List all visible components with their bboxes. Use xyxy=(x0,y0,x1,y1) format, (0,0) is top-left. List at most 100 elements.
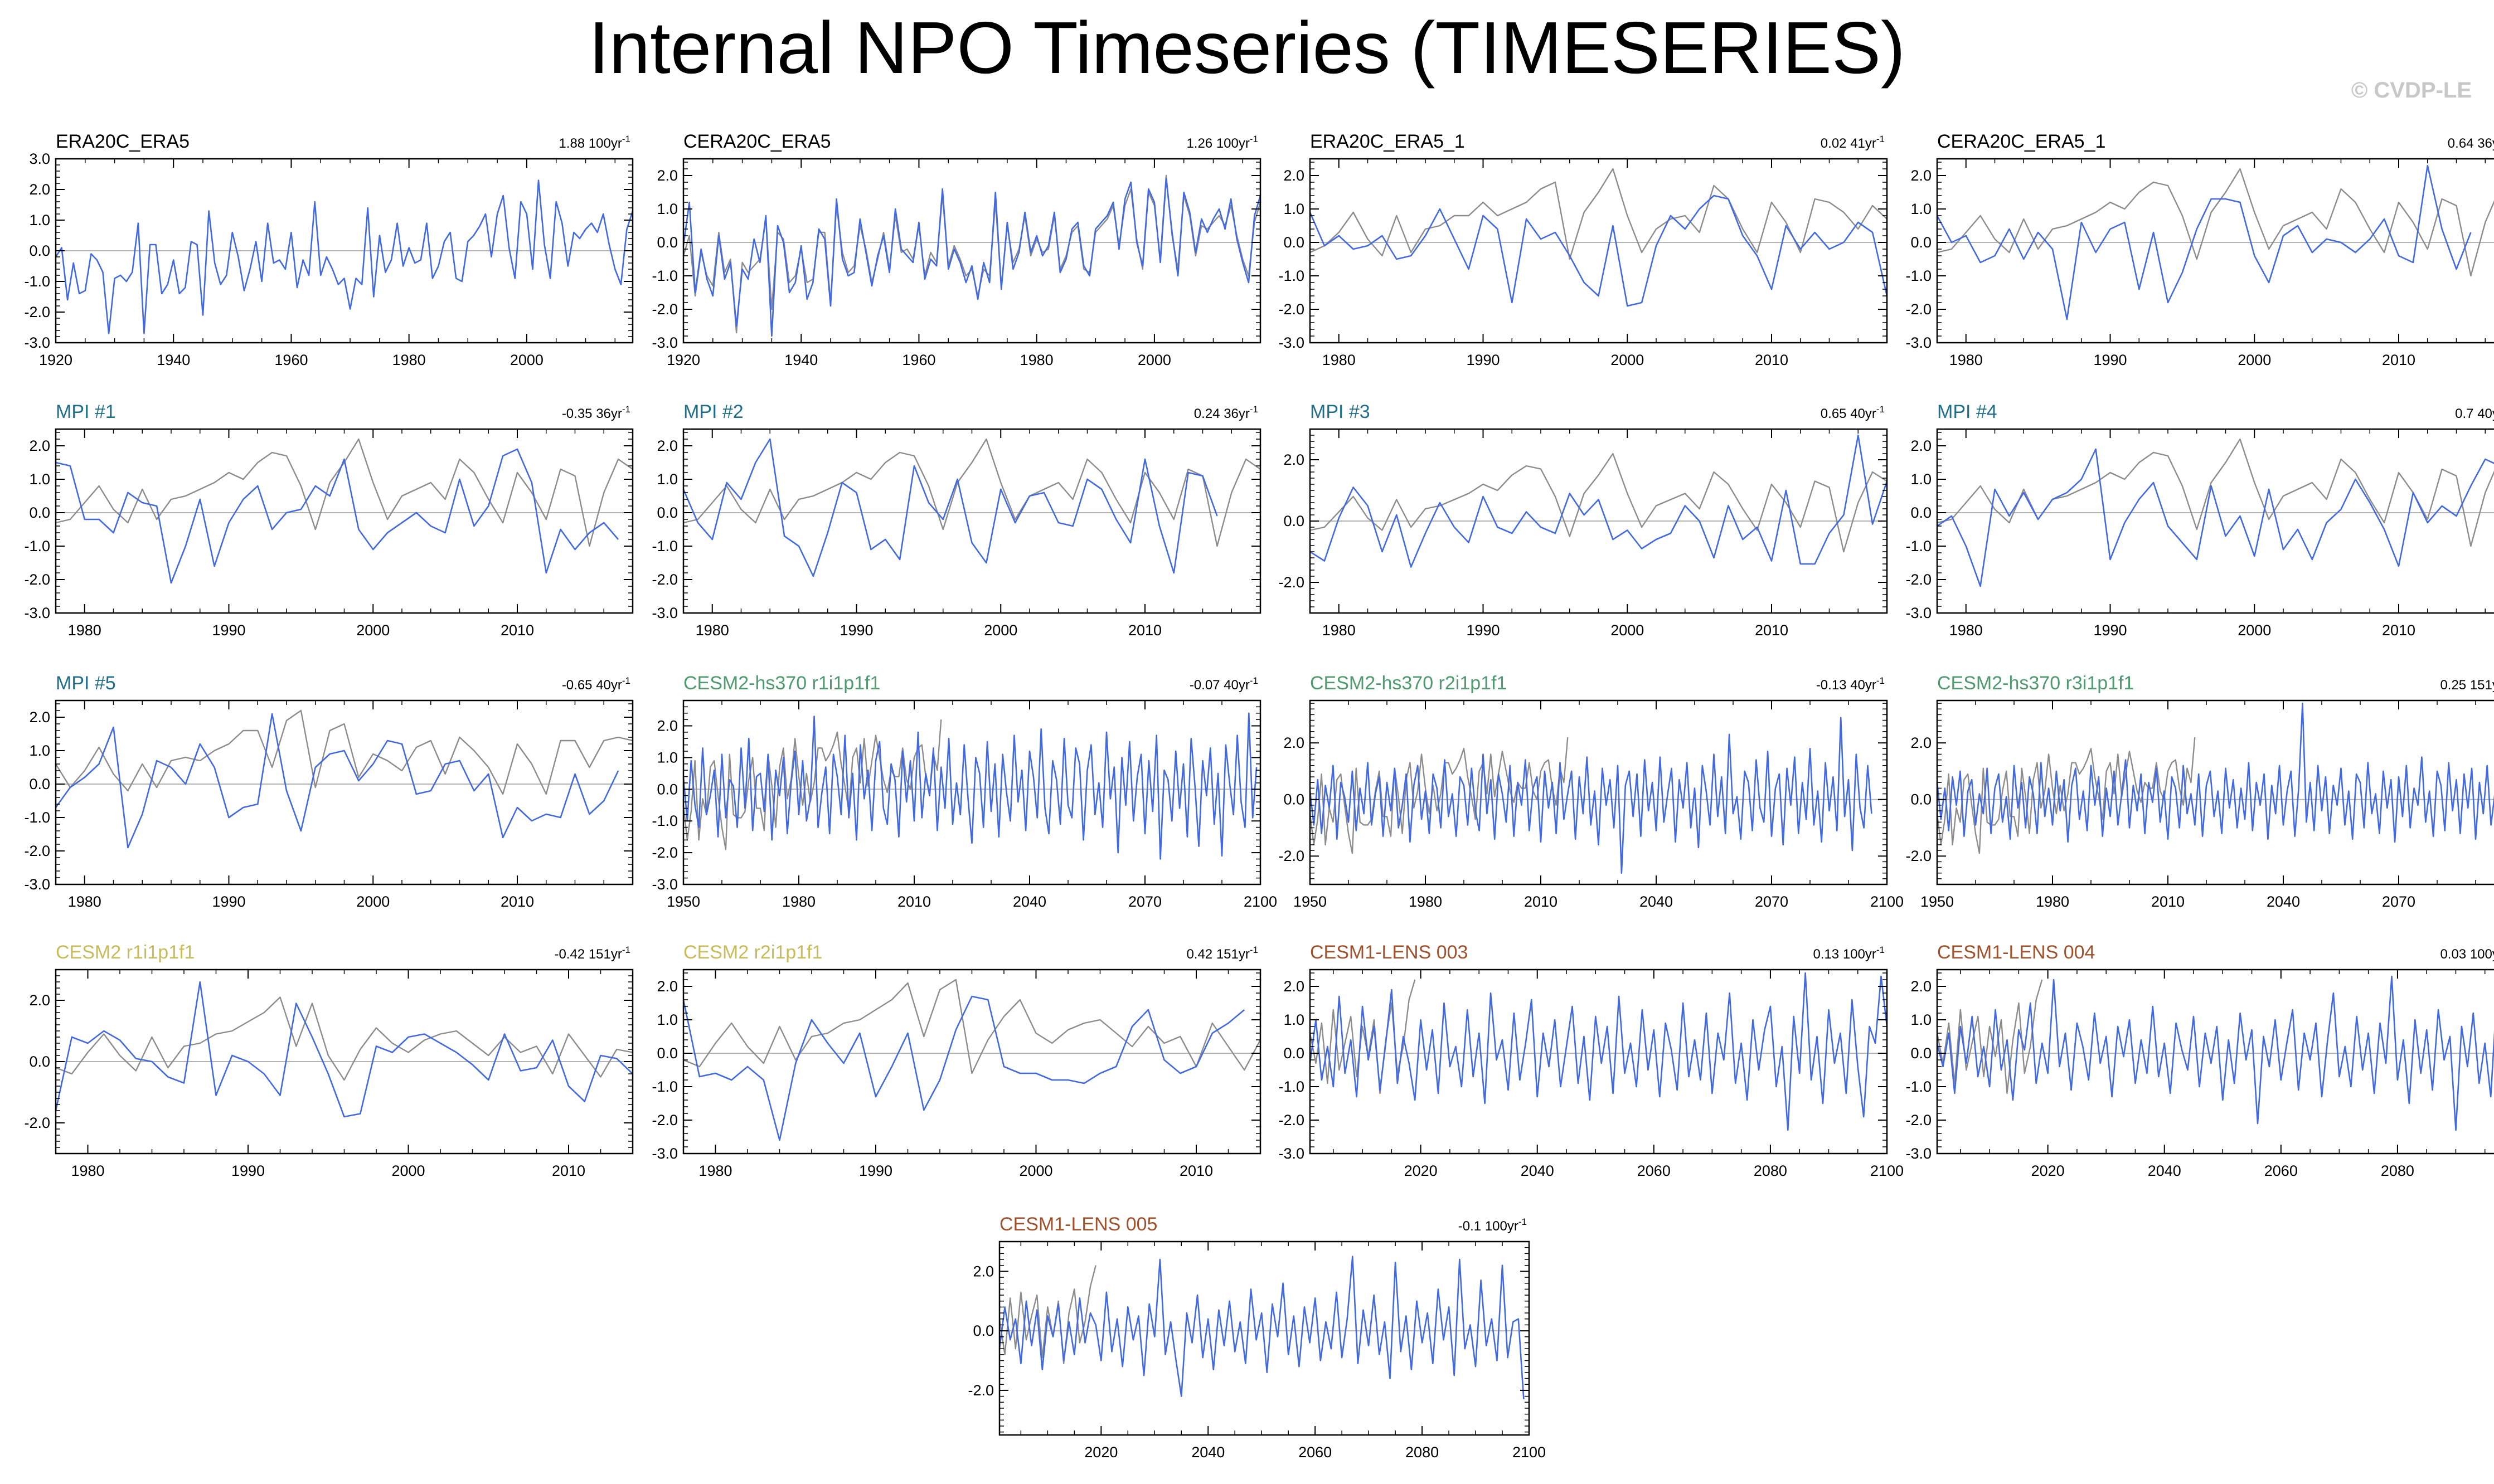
model-series-line xyxy=(55,448,619,584)
x-tick-label: 2010 xyxy=(2382,352,2415,368)
x-tick-label: 2000 xyxy=(2238,352,2271,368)
x-tick-label: 2010 xyxy=(2382,622,2415,639)
x-tick-label: 1950 xyxy=(1293,893,1327,910)
panel-title: CESM1-LENS 004 xyxy=(1937,942,2095,963)
y-tick-label: -2.0 xyxy=(1905,1112,1932,1128)
x-tick-label: 1990 xyxy=(1466,622,1500,639)
y-tick-label: 2.0 xyxy=(973,1263,994,1279)
trend-exponent: -1 xyxy=(1518,1217,1527,1227)
model-series-line xyxy=(1309,717,1872,874)
y-tick-label: 0.0 xyxy=(657,234,678,251)
panel-title: MPI #3 xyxy=(1310,401,1370,422)
y-tick-label: 1.0 xyxy=(657,749,678,766)
x-tick-label: 1990 xyxy=(840,622,873,639)
x-tick-label: 2000 xyxy=(1019,1162,1052,1179)
chart-panel: CESM1-LENS 004 0.03 100yr-1 2.0 1.0 0.0 -1.0 -… xyxy=(1905,942,2494,1179)
trend-label: 0.13 100yr-1 xyxy=(1813,945,1885,962)
x-tick-label: 1960 xyxy=(902,352,935,368)
x-tick-label: 1940 xyxy=(784,352,818,368)
y-tick-label: 0.0 xyxy=(29,504,50,521)
trend-value: 0.7 xyxy=(2455,406,2477,421)
y-tick-label: 0.0 xyxy=(1283,234,1304,251)
panel-title: MPI #2 xyxy=(683,401,744,422)
x-tick-label: 1950 xyxy=(667,893,700,910)
y-tick-label: 1.0 xyxy=(1910,201,1932,217)
x-tick-label: 2070 xyxy=(1128,893,1162,910)
x-tick-label: 2100 xyxy=(1244,893,1277,910)
panel-title: ERA20C_ERA5 xyxy=(56,131,190,152)
y-tick-label: 1.0 xyxy=(1283,1011,1304,1028)
y-tick-label: 2.0 xyxy=(657,978,678,995)
y-tick-label: 2.0 xyxy=(29,709,50,726)
trend-label: 0.02 41yr-1 xyxy=(1821,134,1885,151)
x-tick-label: 2010 xyxy=(1524,893,1557,910)
y-tick-label: 0.0 xyxy=(1283,1045,1304,1062)
x-tick-label: 1990 xyxy=(212,622,245,639)
trend-label: -0.42 151yr-1 xyxy=(554,945,630,962)
observation-series-line xyxy=(55,438,633,547)
x-tick-label: 2000 xyxy=(356,622,390,639)
chart-panel: ERA20C_ERA5 1.88 100yr-1 3.0 2.0 1.0 0.0 -1.0 -… xyxy=(24,131,634,368)
trend-exponent: -1 xyxy=(622,404,630,415)
trend-label: 1.26 100yr-1 xyxy=(1186,134,1258,151)
chart-panel: MPI #2 0.24 36yr-1 2.0 1.0 0.0 -1.0 -2.0 -3.0 19… xyxy=(652,401,1261,639)
y-tick-label: -3.0 xyxy=(652,1145,678,1162)
y-tick-label: -2.0 xyxy=(652,844,678,861)
x-tick-label: 1980 xyxy=(1322,352,1356,368)
y-tick-label: -2.0 xyxy=(24,1115,50,1131)
x-tick-label: 1950 xyxy=(1920,893,1954,910)
y-tick-label: -3.0 xyxy=(1278,334,1304,351)
observation-series-line xyxy=(1309,168,1888,260)
trend-value: 0.13 xyxy=(1813,947,1842,962)
model-series-line xyxy=(1309,972,1888,1131)
y-tick-label: -3.0 xyxy=(24,876,50,893)
trend-exponent: -1 xyxy=(1250,675,1258,686)
x-tick-label: 2000 xyxy=(2238,622,2271,639)
trend-value: 1.26 xyxy=(1186,136,1216,151)
observation-series-line xyxy=(998,1265,1096,1365)
y-tick-label: -1.0 xyxy=(652,812,678,829)
x-tick-label: 2000 xyxy=(391,1162,425,1179)
trend-period: 100yr xyxy=(589,136,622,151)
trend-period: 36yr xyxy=(2477,136,2494,151)
observation-series-line xyxy=(683,438,1261,547)
y-tick-label: -2.0 xyxy=(1905,301,1932,318)
trend-value: 0.42 xyxy=(1186,947,1216,962)
chart-panel: CERA20C_ERA5 1.26 100yr-1 2.0 1.0 0.0 -1.0 -2.… xyxy=(652,131,1261,368)
plot-frame xyxy=(55,428,634,614)
y-tick-label: 0.0 xyxy=(29,776,50,792)
model-series-line xyxy=(682,995,1245,1141)
trend-label: 0.25 151yr-1 xyxy=(2440,675,2494,693)
plot-frame xyxy=(1309,969,1888,1155)
trend-value: -0.13 xyxy=(1816,678,1850,693)
model-series-line xyxy=(1936,164,2472,320)
model-series-line xyxy=(682,178,1261,337)
panel-title: CESM2-hs370 r3i1p1f1 xyxy=(1937,673,2134,694)
trend-value: 0.65 xyxy=(1821,406,1850,421)
chart-panel: CESM2 r1i1p1f1 -0.42 151yr-1 2.0 0.0 -2.0 198… xyxy=(24,942,634,1179)
y-tick-label: 2.0 xyxy=(1910,978,1932,995)
x-tick-label: 1990 xyxy=(231,1162,265,1179)
trend-exponent: -1 xyxy=(1876,945,1885,955)
model-series-line xyxy=(55,981,633,1118)
x-tick-label: 2000 xyxy=(1610,622,1644,639)
trend-period: 151yr xyxy=(589,947,622,962)
x-tick-label: 2010 xyxy=(1180,1162,1213,1179)
y-tick-label: 2.0 xyxy=(657,167,678,184)
chart-panel: ERA20C_ERA5_1 0.02 41yr-1 2.0 1.0 0.0 -1.0 -2.… xyxy=(1278,131,1888,368)
observation-series-line xyxy=(1937,168,2494,277)
y-tick-label: 2.0 xyxy=(1283,451,1304,468)
trend-period: 151yr xyxy=(1216,947,1250,962)
y-tick-label: -3.0 xyxy=(24,334,50,351)
x-tick-label: 1980 xyxy=(1409,893,1442,910)
trend-exponent: -1 xyxy=(1876,675,1885,686)
y-tick-label: -1.0 xyxy=(1905,538,1932,554)
chart-panel: CESM2-hs370 r2i1p1f1 -0.13 40yr-1 2.0 0.0 -2… xyxy=(1278,673,1904,910)
x-tick-label: 2010 xyxy=(1755,352,1788,368)
model-series-line xyxy=(55,179,634,334)
x-tick-label: 1980 xyxy=(696,622,729,639)
x-tick-label: 2010 xyxy=(897,893,931,910)
x-tick-label: 1980 xyxy=(1949,352,1983,368)
x-tick-label: 2000 xyxy=(356,893,390,910)
trend-period: 40yr xyxy=(2477,406,2494,421)
